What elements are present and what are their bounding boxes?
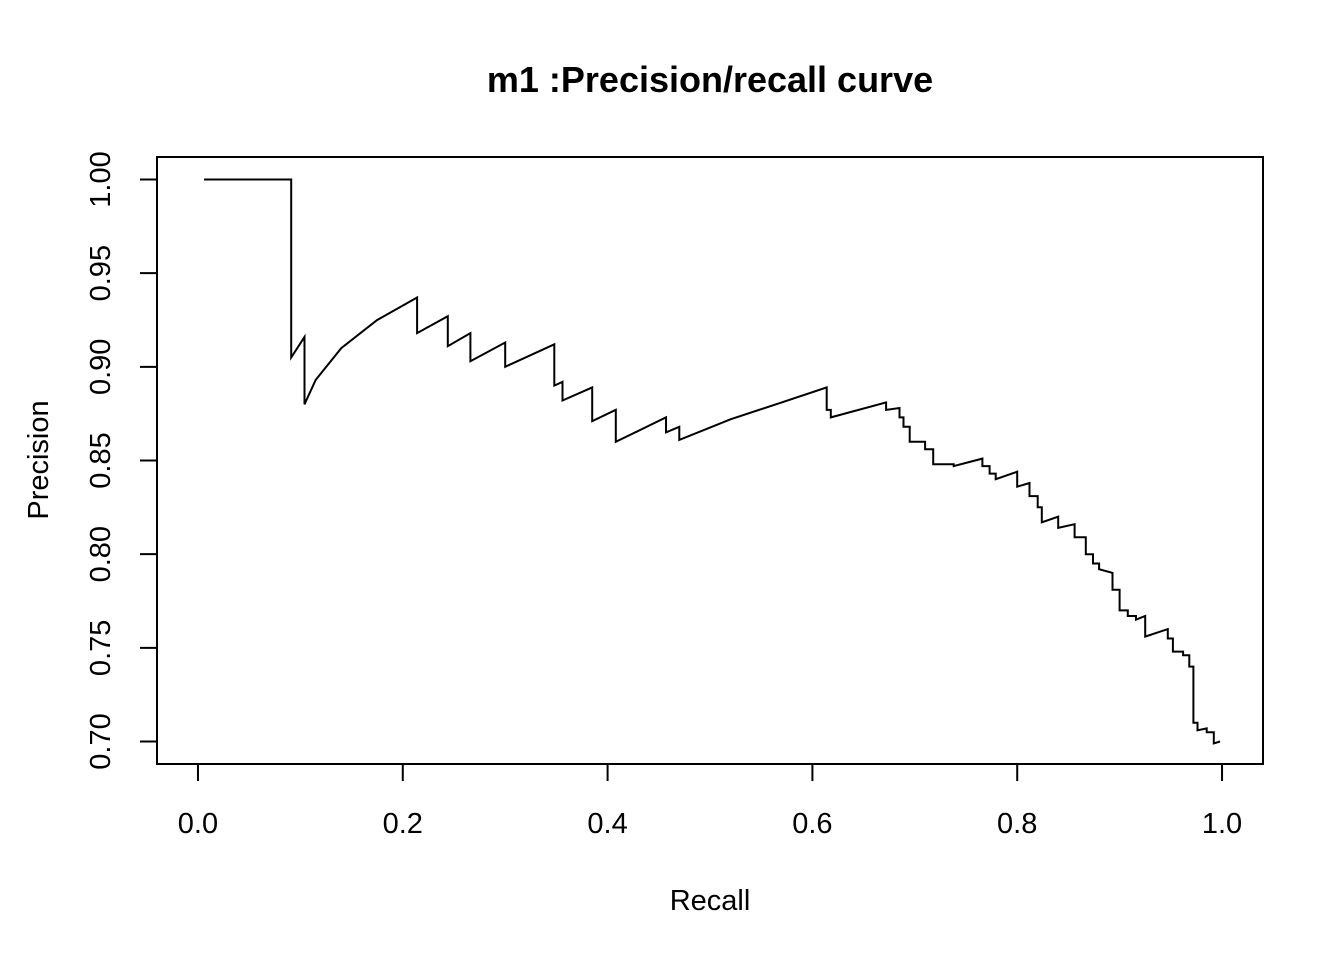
y-tick-label: 0.95 <box>85 245 117 301</box>
y-tick-label: 0.85 <box>85 432 117 488</box>
y-tick-label: 0.75 <box>85 620 117 676</box>
y-tick-label: 1.00 <box>85 151 117 207</box>
x-tick-label: 0.8 <box>997 808 1037 840</box>
x-tick-label: 0.2 <box>383 808 423 840</box>
chart-title: m1 :Precision/recall curve <box>487 59 933 100</box>
x-tick-label: 1.0 <box>1202 808 1242 840</box>
x-axis: 0.0 0.2 0.4 0.6 0.8 1.0 <box>178 764 1242 840</box>
x-tick-label: 0.4 <box>587 808 627 840</box>
precision-recall-curve <box>204 178 1221 745</box>
y-tick-label: 0.70 <box>85 713 117 769</box>
plot-frame <box>156 156 1264 765</box>
x-axis-label: Recall <box>670 885 751 917</box>
y-tick-label: 0.90 <box>85 339 117 395</box>
y-tick-label: 0.80 <box>85 526 117 582</box>
x-tick-label: 0.6 <box>792 808 832 840</box>
y-axis-label: Precision <box>23 400 55 519</box>
x-tick-label: 0.0 <box>178 808 218 840</box>
y-axis: 0.70 0.75 0.80 0.85 0.90 0.95 1.00 <box>85 151 157 770</box>
